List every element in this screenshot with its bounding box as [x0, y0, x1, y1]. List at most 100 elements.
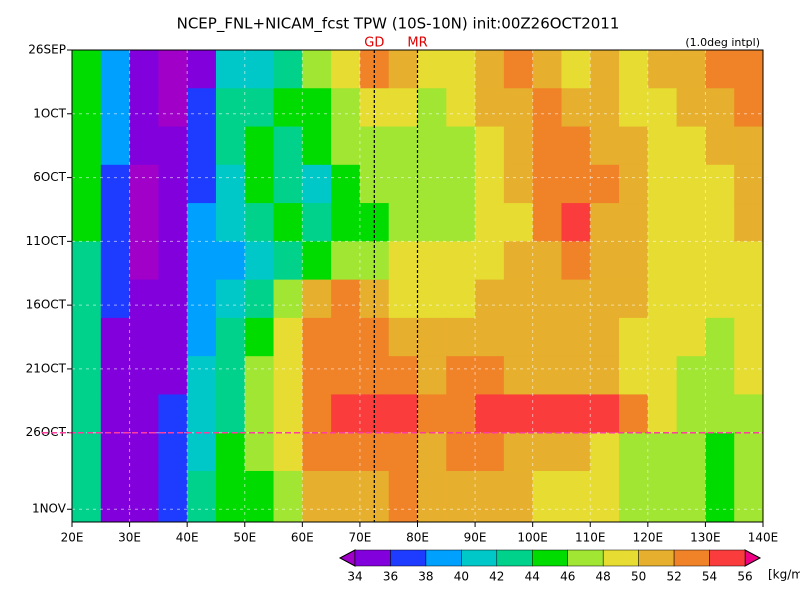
cell	[705, 317, 735, 357]
colorbar-label: 54	[702, 570, 717, 584]
cell	[302, 50, 332, 89]
x-tick-label: 60E	[291, 531, 314, 545]
cell	[129, 164, 159, 204]
cell	[244, 394, 275, 434]
colorbar-box	[390, 549, 427, 567]
cell	[475, 50, 505, 89]
cell	[215, 50, 246, 89]
cell	[475, 317, 505, 357]
cell	[475, 203, 505, 242]
cell	[331, 356, 361, 395]
cell	[446, 279, 476, 319]
cell	[100, 203, 131, 242]
cell	[187, 279, 217, 319]
cell	[590, 317, 620, 357]
x-tick-label: 30E	[118, 531, 141, 545]
cell	[417, 164, 447, 204]
cell	[647, 241, 678, 281]
cell	[273, 164, 303, 204]
cell	[158, 50, 188, 89]
cell	[72, 88, 102, 128]
cell	[72, 356, 102, 395]
cell	[388, 432, 418, 472]
cell	[72, 164, 102, 204]
cell	[561, 203, 591, 242]
cell	[187, 203, 217, 242]
cell	[532, 50, 562, 89]
cell	[244, 164, 275, 204]
cell	[619, 88, 649, 128]
cell	[302, 241, 332, 281]
cell	[532, 164, 562, 204]
colorbar: 34 36 38 40 42 44 46 48 50 52 54 56	[338, 549, 762, 584]
cell	[187, 241, 217, 281]
cell	[590, 50, 620, 89]
cell	[244, 356, 275, 395]
cell	[590, 88, 620, 128]
cell	[100, 432, 131, 472]
cell	[388, 203, 418, 242]
cell	[388, 394, 418, 434]
cell	[72, 126, 102, 166]
cell	[734, 470, 764, 523]
cell	[187, 317, 217, 357]
cell	[590, 164, 620, 204]
colorbar-label: 34	[347, 570, 362, 584]
y-tick-label: 26SEP	[28, 43, 66, 57]
plot-frame	[71, 49, 764, 523]
units: [kg/m²]	[768, 568, 800, 582]
cell	[619, 164, 649, 204]
cell	[129, 203, 159, 242]
cell	[676, 164, 706, 204]
cell	[72, 241, 102, 281]
cell	[590, 432, 620, 472]
cell	[647, 470, 678, 523]
cell	[734, 126, 764, 166]
cell	[475, 88, 505, 128]
x-tick-label: 100E	[517, 531, 548, 545]
cell	[561, 241, 591, 281]
cell	[215, 432, 246, 472]
cell	[417, 432, 447, 472]
cell	[676, 394, 706, 434]
cell	[244, 317, 275, 357]
x-tick-label: 80E	[406, 531, 429, 545]
cell	[619, 317, 649, 357]
colorbar-label: 44	[525, 570, 540, 584]
cell	[244, 203, 275, 242]
y-tick-label: 1OCT	[33, 106, 66, 120]
cell	[503, 432, 534, 472]
cell	[273, 317, 303, 357]
cell	[302, 203, 332, 242]
cell	[446, 394, 476, 434]
heatmap	[72, 50, 764, 523]
cell	[273, 241, 303, 281]
cell	[302, 164, 332, 204]
cell	[705, 241, 735, 281]
cell	[417, 279, 447, 319]
cell	[215, 470, 246, 523]
cell	[705, 88, 735, 128]
cell	[647, 88, 678, 128]
cell	[503, 203, 534, 242]
cell	[532, 432, 562, 472]
cell	[244, 432, 275, 472]
cell	[129, 241, 159, 281]
cell	[215, 203, 246, 242]
cell	[331, 394, 361, 434]
cell	[647, 432, 678, 472]
cell	[302, 432, 332, 472]
cell	[590, 203, 620, 242]
cell	[734, 164, 764, 204]
cell	[158, 279, 188, 319]
cell	[503, 394, 534, 434]
x-tick-label: 40E	[176, 531, 199, 545]
y-tick-label: 6OCT	[33, 170, 66, 184]
cell	[532, 241, 562, 281]
cell	[561, 432, 591, 472]
cell	[388, 164, 418, 204]
cell	[734, 203, 764, 242]
cell	[446, 470, 476, 523]
cell	[244, 88, 275, 128]
cell	[72, 394, 102, 434]
